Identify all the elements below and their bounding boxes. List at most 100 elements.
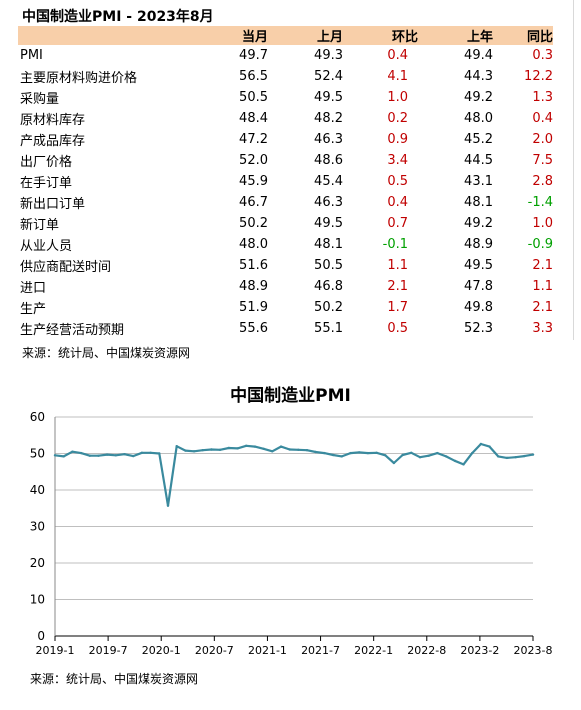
y-tick-label: 20 [30, 556, 45, 570]
data-point [262, 447, 265, 450]
cell-previous: 48.1 [314, 237, 343, 252]
x-tick-label: 2021-1 [248, 644, 287, 657]
cell-current: 48.9 [239, 279, 268, 294]
data-point [253, 445, 257, 448]
table-row: 供应商配送时间 51.6 50.5 1.1 49.5 2.1 [18, 255, 553, 276]
cell-mom: 0.2 [387, 111, 408, 126]
cell-current: 51.6 [239, 258, 268, 273]
cell-previous: 46.3 [314, 132, 343, 147]
data-point [53, 454, 57, 457]
table-row: 在手订单 45.9 45.4 0.5 43.1 2.8 [18, 171, 553, 192]
pmi-line-chart: 0 10 20 30 40 50 60 2019-1 2019-7 2020-1 2020-7 202… [30, 410, 553, 657]
cell-mom: 1.0 [387, 90, 408, 105]
data-point [305, 449, 309, 452]
data-point [331, 453, 335, 457]
row-label: 主要原材料购进价格 [20, 71, 138, 86]
cell-mom: 1.1 [387, 258, 408, 273]
table-row: 采购量 50.5 49.5 1.0 49.2 1.3 [18, 87, 553, 108]
data-point [88, 454, 92, 457]
cell-yoy: 7.5 [532, 153, 553, 168]
cell-yoy: 2.0 [532, 132, 553, 147]
row-label: 生产经营活动预期 [20, 323, 125, 338]
row-label: 产成品库存 [20, 134, 86, 149]
data-point [479, 442, 483, 446]
table-row: 出厂价格 52.0 48.6 3.4 44.5 7.5 [18, 150, 553, 171]
data-point [392, 461, 396, 465]
row-label: 进口 [20, 281, 47, 296]
data-point [514, 456, 517, 459]
data-point [279, 445, 283, 448]
cell-current: 47.2 [239, 132, 268, 147]
data-point [97, 454, 100, 457]
cell-yoy: 2.1 [532, 258, 553, 273]
pmi-series-line [53, 442, 535, 507]
cell-last-year: 43.1 [464, 174, 493, 189]
cell-current: 48.4 [239, 111, 268, 126]
data-point [175, 445, 178, 448]
x-tick-label: 2021-7 [301, 644, 340, 657]
x-tick-label: 2019-1 [36, 644, 75, 657]
row-label: 新订单 [20, 218, 60, 233]
cell-previous: 45.4 [314, 174, 343, 189]
table-source: 来源：统计局、中国煤炭资源网 [22, 346, 191, 360]
row-label: PMI [20, 48, 43, 63]
data-point [184, 449, 187, 452]
cell-current: 48.0 [239, 237, 268, 252]
cell-yoy: 12.2 [524, 69, 553, 84]
data-point [192, 450, 196, 453]
data-point [123, 453, 126, 456]
cell-mom: 0.4 [387, 48, 408, 63]
data-point [140, 451, 144, 454]
data-point [471, 451, 474, 455]
data-point [105, 453, 109, 456]
row-label: 出厂价格 [20, 155, 73, 170]
row-label: 供应商配送时间 [20, 260, 112, 275]
data-point [410, 451, 413, 454]
data-point [436, 451, 439, 455]
cell-yoy: -1.4 [527, 195, 553, 210]
cell-last-year: 48.9 [464, 237, 493, 252]
x-tick-label: 2020-1 [142, 644, 181, 657]
cell-yoy: 3.3 [532, 321, 553, 336]
cell-yoy: 0.3 [532, 48, 553, 63]
cell-last-year: 48.0 [464, 111, 493, 126]
header-cell: 上月 [268, 26, 343, 45]
row-label: 新出口订单 [20, 197, 86, 212]
data-point [166, 504, 170, 507]
data-point [149, 451, 152, 454]
data-point [444, 455, 448, 458]
data-point [227, 446, 230, 450]
data-point [401, 453, 404, 457]
pmi-table: 当月 上月 环比 上年 同比 PMI 49.7 49.3 0.4 49.4 0.3 主要原材… [18, 26, 553, 339]
x-tick-label: 2019-7 [89, 644, 128, 657]
cell-previous: 48.6 [314, 153, 343, 168]
data-point [114, 454, 118, 457]
cell-mom: 0.5 [387, 174, 408, 189]
data-point [201, 449, 204, 452]
cell-mom: 0.4 [387, 195, 408, 210]
cell-previous: 46.8 [314, 279, 343, 294]
data-point [531, 453, 535, 456]
cell-current: 46.7 [239, 195, 268, 210]
data-point [427, 454, 430, 457]
cell-last-year: 49.4 [464, 48, 493, 63]
data-point [62, 455, 65, 458]
data-point [349, 451, 352, 455]
cell-last-year: 44.3 [464, 69, 493, 84]
cell-current: 50.2 [239, 216, 268, 231]
cell-previous: 50.2 [314, 300, 343, 315]
data-point [453, 459, 456, 462]
data-point [288, 448, 291, 451]
x-tick-label: 2023-8 [514, 644, 553, 657]
data-point [488, 445, 491, 448]
cell-current: 55.6 [239, 321, 268, 336]
table-row: 从业人员 48.0 48.1 -0.1 48.9 -0.9 [18, 234, 553, 255]
data-point [245, 444, 248, 447]
cell-current: 51.9 [239, 300, 268, 315]
chart-source: 来源：统计局、中国煤炭资源网 [30, 672, 199, 686]
data-point [497, 455, 500, 458]
cell-last-year: 45.2 [464, 132, 493, 147]
cell-last-year: 48.1 [464, 195, 493, 210]
x-tick-label: 2022-1 [354, 644, 393, 657]
row-label: 生产 [20, 302, 47, 317]
